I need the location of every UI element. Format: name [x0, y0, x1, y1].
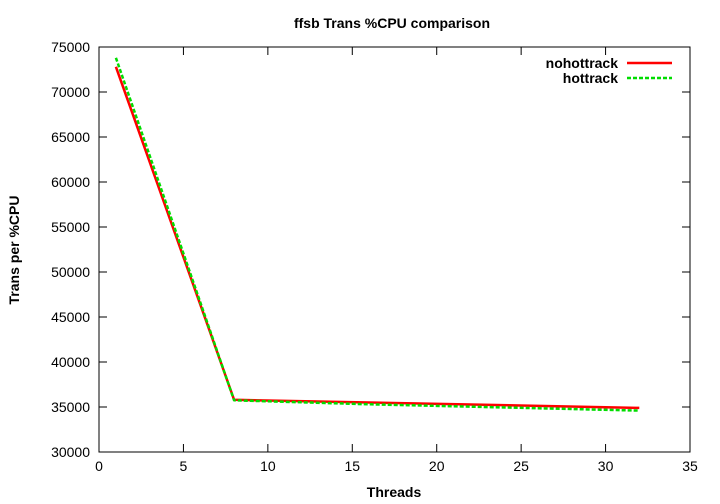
plot-frame — [98, 46, 691, 453]
x-tick-label: 20 — [429, 458, 445, 474]
y-axis-label: Trans per %CPU — [6, 196, 22, 305]
y-tick-label: 70000 — [51, 84, 90, 100]
y-tick-label: 60000 — [51, 174, 90, 190]
legend-label-nohottrack: nohottrack — [546, 55, 619, 71]
series-layer — [114, 57, 640, 412]
x-tick-label: 30 — [598, 458, 614, 474]
x-tick-label: 15 — [344, 458, 360, 474]
x-axis: 0 5 10 15 20 25 30 35 — [95, 47, 698, 474]
y-tick-label: 45000 — [51, 309, 90, 325]
x-tick-label: 5 — [180, 458, 188, 474]
y-tick-label: 30000 — [51, 444, 90, 460]
x-tick-label: 10 — [260, 458, 276, 474]
y-tick-label: 40000 — [51, 354, 90, 370]
plot-area — [98, 46, 691, 453]
y-tick-label: 35000 — [51, 399, 90, 415]
legend-label-hottrack: hottrack — [563, 70, 618, 86]
y-tick-label: 55000 — [51, 219, 90, 235]
chart-title: ffsb Trans %CPU comparison — [294, 15, 490, 31]
x-tick-label: 0 — [95, 458, 103, 474]
x-axis-label: Threads — [367, 484, 422, 500]
x-tick-label: 35 — [682, 458, 698, 474]
y-tick-label: 65000 — [51, 129, 90, 145]
y-axis: 30000 35000 40000 45000 50000 55000 60000 65000… — [51, 39, 690, 460]
y-tick-label: 50000 — [51, 264, 90, 280]
series-line-hottrack — [114, 57, 640, 412]
y-tick-label: 75000 — [51, 39, 90, 55]
x-tick-label: 25 — [513, 458, 529, 474]
